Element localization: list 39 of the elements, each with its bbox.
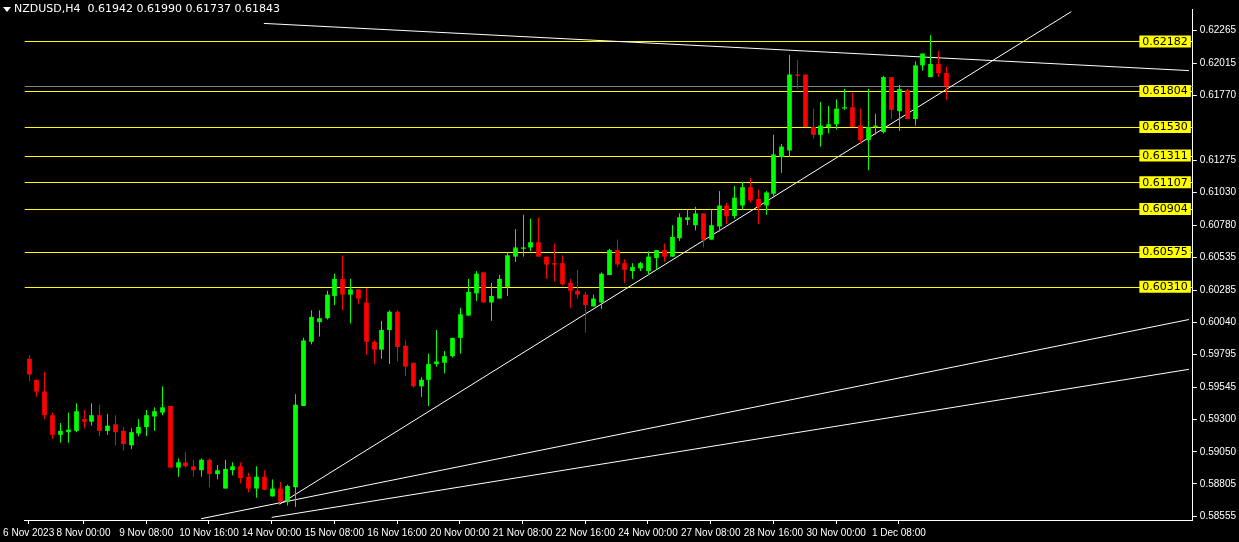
x-tick-label: 6 Nov 2023 — [3, 526, 55, 538]
y-tick-label: 0.62265 — [1199, 24, 1237, 36]
y-tick-label: 0.61275 — [1199, 154, 1237, 166]
x-tick-label: 10 Nov 16:00 — [179, 526, 240, 538]
x-tick-label: 30 Nov 00:00 — [806, 526, 867, 538]
x-tick-label: 1 Dec 08:00 — [871, 526, 927, 538]
y-tick-label: 0.62015 — [1199, 57, 1237, 69]
ref-line-label: 0.61107 — [1142, 175, 1188, 189]
x-tick-label: 27 Nov 08:00 — [680, 526, 741, 538]
y-tick-label: 0.59545 — [1199, 380, 1237, 392]
y-tick-label: 0.59795 — [1199, 348, 1237, 359]
y-tick-label: 0.59300 — [1199, 412, 1237, 424]
y-tick-label: 0.60535 — [1199, 251, 1237, 263]
x-tick-label: 16 Nov 16:00 — [367, 526, 428, 538]
x-tick-label: 28 Nov 16:00 — [743, 526, 804, 538]
y-tick-label: 0.61030 — [1199, 186, 1237, 198]
y-tick-label: 0.58805 — [1199, 477, 1237, 489]
ref-line-label: 0.62182 — [1142, 34, 1188, 48]
chart-title: NZDUSD,H4 0.61942 0.61990 0.61737 0.61843 — [14, 2, 280, 15]
ref-line-label: 0.60904 — [1142, 202, 1188, 216]
ref-line-label: 0.60310 — [1142, 280, 1188, 294]
x-tick-label: 22 Nov 16:00 — [555, 526, 616, 538]
x-tick-label: 24 Nov 00:00 — [618, 526, 679, 538]
x-tick-label: 21 Nov 08:00 — [492, 526, 553, 538]
y-tick-label: 0.60780 — [1199, 218, 1237, 230]
ref-line-label: 0.61311 — [1142, 148, 1188, 162]
x-tick-label: 14 Nov 00:00 — [241, 526, 302, 538]
y-tick-label: 0.61770 — [1199, 89, 1237, 101]
ref-line-label: 0.61530 — [1142, 120, 1188, 134]
x-tick-label: 15 Nov 08:00 — [304, 526, 365, 538]
ref-line-label: 0.61804 — [1142, 84, 1188, 98]
ref-line-label: 0.60575 — [1142, 245, 1188, 259]
y-tick-label: 0.59050 — [1199, 445, 1237, 457]
y-tick-label: 0.60285 — [1199, 283, 1237, 295]
y-tick-label: 0.58555 — [1199, 510, 1237, 522]
x-tick-label: 20 Nov 00:00 — [430, 526, 491, 538]
x-tick-label: 9 Nov 08:00 — [119, 526, 174, 538]
y-tick-label: 0.60040 — [1199, 315, 1237, 327]
x-tick-label: 8 Nov 00:00 — [56, 526, 111, 538]
